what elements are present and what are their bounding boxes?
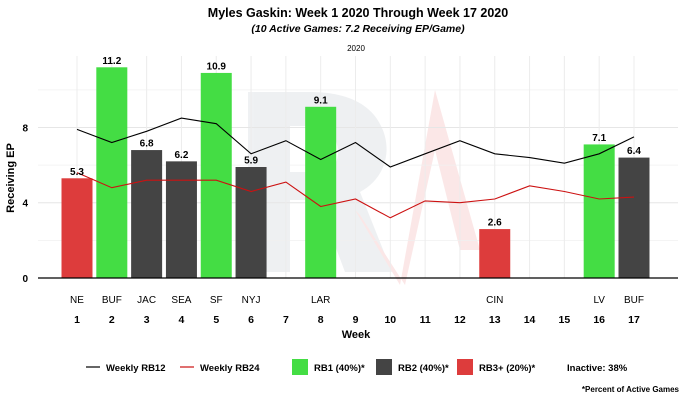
bar-week-2: [96, 67, 128, 278]
legend-rb24-label: Weekly RB24: [200, 363, 260, 374]
x-tick-week: 11: [420, 314, 431, 326]
bar-label-week-4: 6.2: [174, 150, 188, 161]
bar-labels: 5.3 11.2 6.8 6.2 10.9 5.9 9.1 2.6 7.1 6.4: [70, 56, 641, 229]
x-tick-week: 16: [593, 314, 605, 326]
x-tick-week: 13: [489, 314, 501, 326]
footnote: *Percent of Active Games: [582, 385, 680, 394]
chart-subtitle: (10 Active Games: 7.2 Receiving EP/Game): [251, 23, 465, 35]
legend-rb1-label: RB1 (40%)*: [314, 363, 365, 374]
legend-rb1-swatch: [292, 359, 308, 375]
lines: [76, 117, 635, 219]
bar-label-week-3: 6.8: [140, 139, 154, 150]
x-tick-week: 10: [384, 314, 396, 326]
watermark-logo: [248, 90, 480, 285]
bar-label-week-16: 7.1: [592, 133, 606, 144]
x-tick-week: 15: [559, 314, 571, 326]
bar-week-8: [305, 106, 337, 279]
bar-week-13: [479, 229, 511, 278]
x-tick-opponent: CIN: [486, 295, 503, 306]
y-tick-label: 0: [22, 274, 28, 285]
x-tick-week: 14: [524, 314, 536, 326]
x-axis-ticks: NE 1 BUF 2 JAC 3 SEA 4 SF 5 NYJ 6 7 LAR 8 9 10 11 12 CIN 13 1…: [70, 295, 644, 326]
bar-week-16: [583, 144, 615, 278]
bar-week-3: [131, 150, 163, 278]
x-tick-week: 3: [144, 314, 150, 326]
legend-rb2-label: RB2 (40%)*: [398, 363, 449, 374]
x-tick-week: 1: [74, 314, 80, 326]
legend-rb3-swatch: [457, 359, 473, 375]
chart-title: Myles Gaskin: Week 1 2020 Through Week 1…: [208, 6, 508, 20]
y-tick-label: 4: [22, 199, 28, 210]
x-tick-opponent: LAR: [311, 295, 330, 306]
x-tick-opponent: SEA: [171, 295, 191, 306]
x-tick-week: 5: [213, 314, 219, 326]
line-weekly-rb12: [76, 117, 635, 168]
x-tick-opponent: BUF: [624, 295, 644, 306]
chart-facet-label: 2020: [347, 44, 365, 53]
bar-week-5: [200, 72, 232, 278]
x-tick-week: 8: [318, 314, 324, 326]
x-tick-opponent: NE: [70, 295, 84, 306]
x-tick-opponent: LV: [593, 295, 605, 306]
bars: [61, 67, 650, 279]
x-tick-week: 17: [628, 314, 640, 326]
x-tick-opponent: NYJ: [242, 295, 261, 306]
x-tick-week: 12: [454, 314, 466, 326]
legend-rb3-label: RB3+ (20%)*: [479, 363, 536, 374]
x-tick-opponent: SF: [210, 295, 223, 306]
bar-label-week-17: 6.4: [627, 146, 641, 157]
bar-label-week-2: 11.2: [102, 56, 121, 67]
bar-label-week-1: 5.3: [70, 167, 84, 178]
x-tick-opponent: BUF: [102, 295, 122, 306]
bar-label-week-6: 5.9: [244, 156, 258, 167]
y-tick-label: 8: [22, 123, 28, 134]
bar-week-4: [165, 161, 197, 278]
x-tick-week: 2: [109, 314, 115, 326]
x-tick-week: 4: [179, 314, 185, 326]
bar-week-6: [235, 167, 267, 278]
x-tick-week: 9: [353, 314, 359, 326]
bar-label-week-8: 9.1: [314, 95, 328, 106]
x-tick-week: 6: [248, 314, 254, 326]
bar-label-week-5: 10.9: [207, 61, 227, 72]
line-weekly-rb24: [76, 172, 635, 219]
bar-label-week-13: 2.6: [488, 218, 502, 229]
x-axis-label: Week: [342, 329, 371, 341]
legend: Weekly RB12 Weekly RB24 RB1 (40%)* RB2 (…: [86, 359, 628, 375]
legend-rb2-swatch: [376, 359, 392, 375]
x-tick-week: 7: [283, 314, 289, 326]
x-tick-opponent: JAC: [137, 295, 156, 306]
legend-rb12-label: Weekly RB12: [106, 363, 166, 374]
legend-inactive-label: Inactive: 38%: [567, 363, 628, 374]
y-axis-label: Receiving EP: [5, 143, 17, 213]
y-axis-ticks: 0 4 8: [22, 123, 28, 285]
bar-week-1: [61, 178, 93, 278]
bar-week-17: [618, 157, 650, 278]
